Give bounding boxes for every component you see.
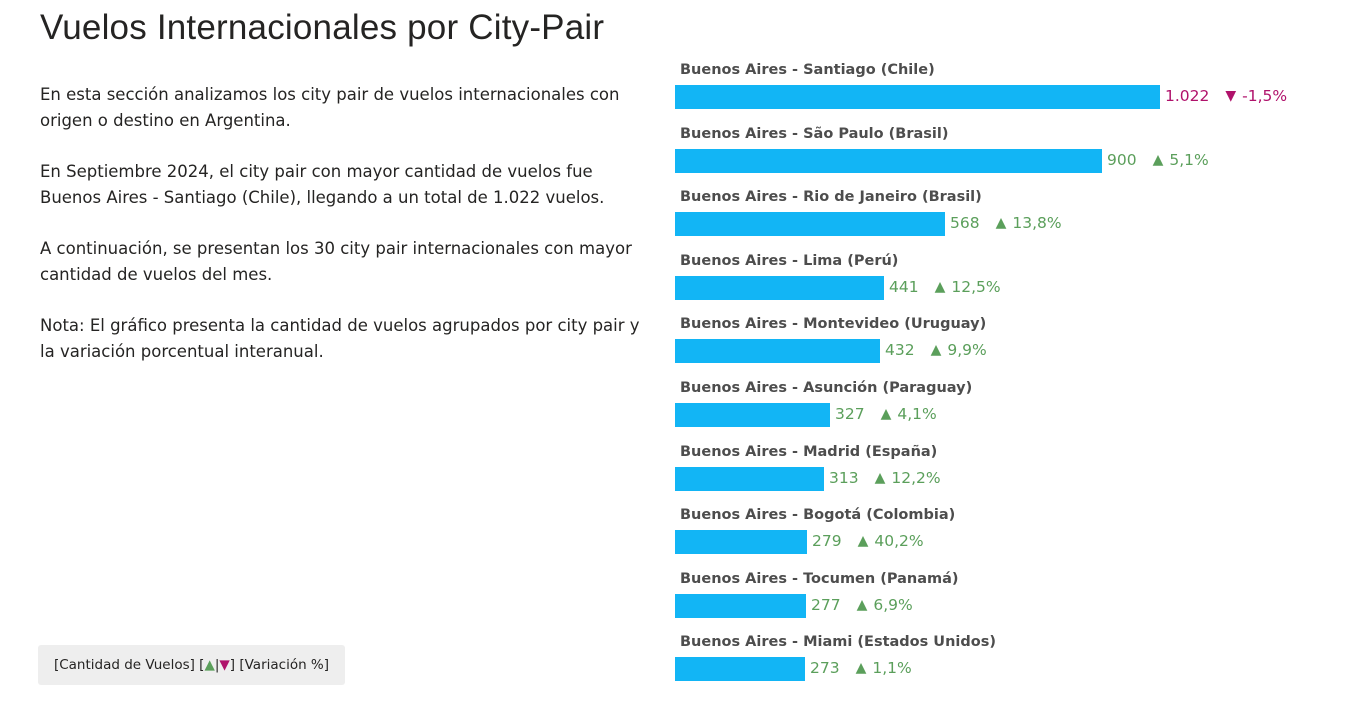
bar-value-group: 313 ▲ 12,2% xyxy=(829,469,941,487)
bar-value-label: 277 xyxy=(811,595,841,614)
variation-label: 5,1% xyxy=(1169,150,1209,169)
bar[interactable] xyxy=(675,275,884,300)
bar-value-group: 277 ▲ 6,9% xyxy=(811,596,913,614)
bar[interactable] xyxy=(675,530,807,555)
intro-paragraph-4: Nota: El gráfico presenta la cantidad de… xyxy=(40,316,640,361)
bar[interactable] xyxy=(675,212,945,237)
bar-value-label: 313 xyxy=(829,468,859,487)
bar-value-group: 273 ▲ 1,1% xyxy=(810,659,912,677)
variation-label: 13,8% xyxy=(1012,214,1062,233)
bar-value-label: 568 xyxy=(950,214,980,233)
triangle-up-icon: ▲ xyxy=(856,596,868,613)
intro-paragraph-2: En Septiembre 2024, el city pair con may… xyxy=(40,162,605,207)
bar-value-group: 568 ▲ 13,8% xyxy=(950,214,1062,232)
intro-text: En esta sección analizamos los city pair… xyxy=(40,82,655,390)
bar[interactable] xyxy=(675,657,805,682)
triangle-up-icon: ▲ xyxy=(995,215,1007,232)
variation-label: 40,2% xyxy=(874,532,924,551)
variation-label: 12,2% xyxy=(891,468,941,487)
triangle-down-icon: ▼ xyxy=(1225,88,1237,104)
legend-up-icon: ▲ xyxy=(204,657,215,673)
bar-row[interactable]: Buenos Aires - Lima (Perú) 441 ▲ 12,5% xyxy=(675,251,1345,311)
chart-legend: [Cantidad de Vuelos] [▲ | ▼] [Variación %] xyxy=(38,645,345,685)
bar[interactable] xyxy=(675,403,830,427)
bar-value-label: 900 xyxy=(1107,150,1137,169)
bar[interactable] xyxy=(675,466,824,491)
triangle-up-icon: ▲ xyxy=(857,533,869,550)
bar-row[interactable]: Buenos Aires - Santiago (Chile) 1.022 ▼ -1,… xyxy=(675,60,1345,120)
bar-category-label: Buenos Aires - Rio de Janeiro (Brasil) xyxy=(680,189,982,206)
bar-row[interactable]: Buenos Aires - Tocumen (Panamá) 277 ▲ 6,9% xyxy=(675,569,1345,629)
bar-row[interactable]: Buenos Aires - Asunción (Paraguay) 327 ▲ 4,… xyxy=(675,378,1345,438)
bar-category-label: Buenos Aires - Miami (Estados Unidos) xyxy=(680,634,996,651)
bar-row[interactable]: Buenos Aires - Miami (Estados Unidos) 273… xyxy=(675,632,1345,692)
bar-category-label: Buenos Aires - Tocumen (Panamá) xyxy=(680,570,959,587)
legend-prefix: [Cantidad de Vuelos] [ xyxy=(53,657,205,673)
bar-value-group: 1.022 ▼ -1,5% xyxy=(1165,87,1287,105)
bar-value-group: 327 ▲ 4,1% xyxy=(835,405,937,423)
bar-value-group: 279 ▲ 40,2% xyxy=(812,532,924,550)
legend-suffix: ] [Variación %] xyxy=(229,657,330,673)
triangle-up-icon: ▲ xyxy=(874,469,886,486)
bar-category-label: Buenos Aires - Madrid (España) xyxy=(680,443,938,460)
legend-down-icon: ▼ xyxy=(219,657,230,673)
bar[interactable] xyxy=(675,148,1102,173)
variation-label: 9,9% xyxy=(947,341,987,360)
triangle-up-icon: ▲ xyxy=(880,406,892,422)
bar[interactable] xyxy=(675,339,880,364)
triangle-up-icon: ▲ xyxy=(930,342,942,359)
bar-value-label: 441 xyxy=(889,277,919,296)
bar-category-label: Buenos Aires - Montevideo (Uruguay) xyxy=(680,316,987,333)
triangle-up-icon: ▲ xyxy=(934,278,946,295)
bar-row[interactable]: Buenos Aires - São Paulo (Brasil) 900 ▲ 5,1… xyxy=(675,124,1345,184)
intro-paragraph-3: A continuación, se presentan los 30 city… xyxy=(40,239,632,284)
bar-value-group: 432 ▲ 9,9% xyxy=(885,341,987,359)
bar-category-label: Buenos Aires - São Paulo (Brasil) xyxy=(680,125,949,142)
bar-row[interactable]: Buenos Aires - Rio de Janeiro (Brasil) 56… xyxy=(675,187,1345,247)
triangle-up-icon: ▲ xyxy=(1152,151,1164,168)
bar-value-group: 441 ▲ 12,5% xyxy=(889,278,1001,296)
variation-label: -1,5% xyxy=(1242,87,1288,105)
bar[interactable] xyxy=(675,85,1160,109)
bar-value-label: 1.022 xyxy=(1165,87,1210,105)
intro-paragraph-1: En esta sección analizamos los city pair… xyxy=(40,85,620,130)
city-pair-bar-chart: Buenos Aires - Santiago (Chile) 1.022 ▼ -1,… xyxy=(675,60,1345,690)
bar-row[interactable]: Buenos Aires - Montevideo (Uruguay) 432 ▲ 9… xyxy=(675,314,1345,374)
variation-label: 1,1% xyxy=(872,659,912,678)
bar-value-label: 273 xyxy=(810,659,840,678)
variation-label: 6,9% xyxy=(873,595,913,614)
legend-separator: | xyxy=(214,657,220,673)
bar-value-label: 327 xyxy=(835,405,865,423)
page-title: Vuelos Internacionales por City-Pair xyxy=(40,8,605,47)
bar-category-label: Buenos Aires - Lima (Perú) xyxy=(680,252,899,269)
bar-row[interactable]: Buenos Aires - Bogotá (Colombia) 279 ▲ 40,2… xyxy=(675,505,1345,565)
bar-value-label: 279 xyxy=(812,532,842,551)
variation-label: 12,5% xyxy=(951,277,1001,296)
variation-label: 4,1% xyxy=(897,405,937,423)
bar-value-label: 432 xyxy=(885,341,915,360)
triangle-up-icon: ▲ xyxy=(855,660,867,677)
bar-row[interactable]: Buenos Aires - Madrid (España) 313 ▲ 12,2% xyxy=(675,442,1345,502)
bar-category-label: Buenos Aires - Asunción (Paraguay) xyxy=(680,380,973,396)
bar[interactable] xyxy=(675,593,806,618)
bar-value-group: 900 ▲ 5,1% xyxy=(1107,151,1209,169)
bar-category-label: Buenos Aires - Bogotá (Colombia) xyxy=(680,507,956,524)
bar-category-label: Buenos Aires - Santiago (Chile) xyxy=(680,62,935,78)
